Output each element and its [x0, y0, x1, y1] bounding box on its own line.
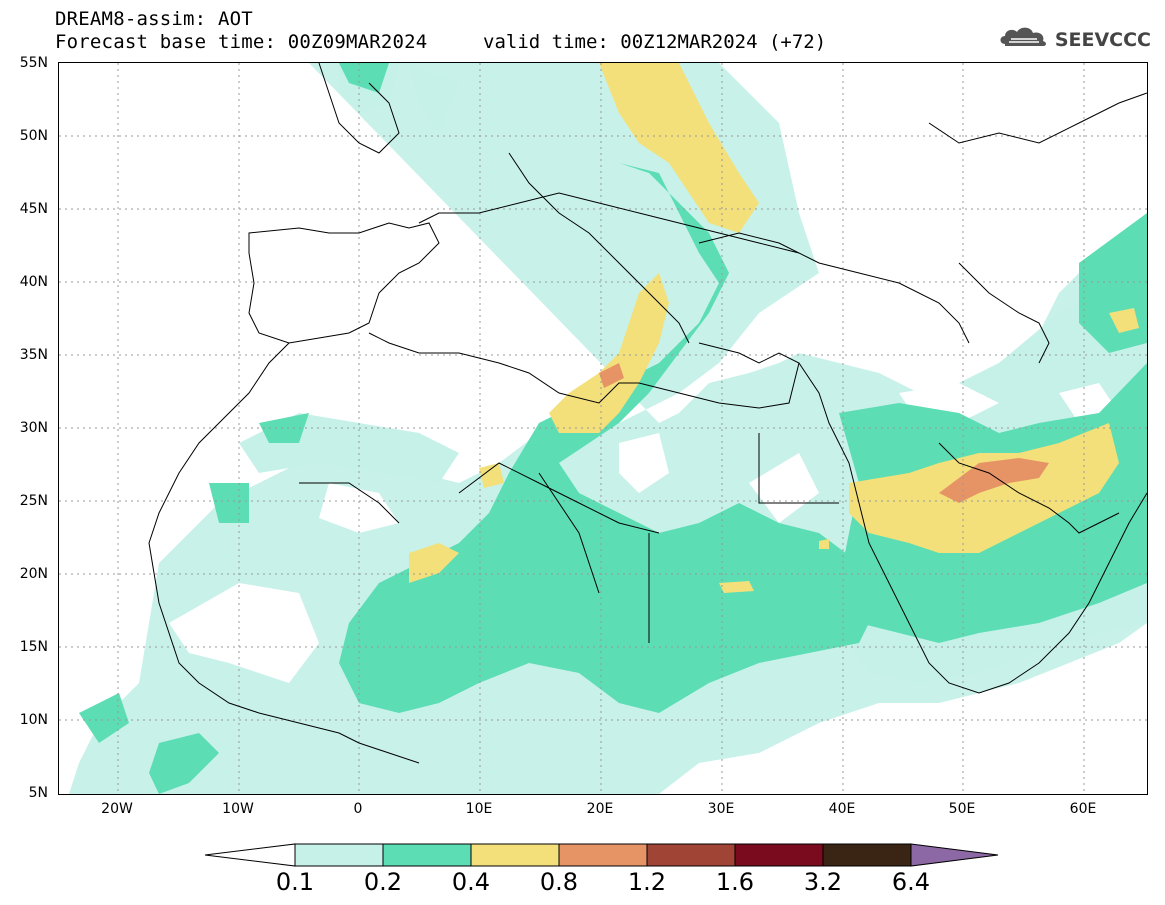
- colorbar-swatch: [382, 843, 472, 867]
- colorbar-swatch: [294, 843, 384, 867]
- colorbar-label: 3.2: [803, 868, 843, 896]
- colorbar-label: 0.8: [539, 868, 579, 896]
- colorbar-label: 6.4: [891, 868, 931, 896]
- lat-label: 40N: [19, 274, 48, 290]
- forecast-base-time: Forecast base time: 00Z09MAR2024: [55, 31, 428, 53]
- seevccc-logo: SEEVCCC: [997, 24, 1151, 55]
- lat-label: 10N: [19, 712, 48, 728]
- colorbar-swatch: [470, 843, 560, 867]
- graticule: [59, 63, 1147, 794]
- lon-label: 10E: [465, 801, 493, 817]
- lon-label: 0: [353, 801, 363, 817]
- lat-label: 15N: [19, 639, 48, 655]
- lat-label: 20N: [19, 566, 48, 582]
- lat-label: 55N: [19, 55, 48, 71]
- colorbar-swatch: [734, 843, 824, 867]
- logo-text: SEEVCCC: [1054, 28, 1151, 51]
- aot-map: [59, 63, 1147, 794]
- lon-label: 10W: [222, 801, 254, 817]
- map-title: DREAM8-assim: AOT: [55, 8, 253, 30]
- lon-label: 20E: [586, 801, 614, 817]
- colorbar-high-arrow: [910, 843, 999, 867]
- lon-label: 50E: [948, 801, 976, 817]
- lon-label: 60E: [1069, 801, 1097, 817]
- valid-time: valid time: 00Z12MAR2024 (+72): [483, 31, 827, 53]
- colorbar-label: 0.4: [451, 868, 491, 896]
- colorbar-swatch: [558, 843, 648, 867]
- lat-label: 30N: [19, 420, 48, 436]
- cloud-icon: [997, 24, 1051, 55]
- lat-label: 5N: [28, 785, 48, 801]
- lon-label: 20W: [101, 801, 133, 817]
- map-panel: [58, 62, 1148, 795]
- aot-colorbar: [205, 843, 999, 867]
- colorbar-labels: 0.1 0.2 0.4 0.8 1.2 1.6 3.2 6.4: [0, 868, 1165, 898]
- colorbar-swatch: [822, 843, 912, 867]
- colorbar-label: 0.2: [363, 868, 403, 896]
- lon-label: 40E: [828, 801, 856, 817]
- lat-label: 50N: [19, 128, 48, 144]
- colorbar-label: 0.1: [275, 868, 315, 896]
- colorbar-label: 1.6: [715, 868, 755, 896]
- lat-label: 25N: [19, 493, 48, 509]
- lat-label: 45N: [19, 201, 48, 217]
- coastlines: [148, 63, 1147, 764]
- lat-label: 35N: [19, 347, 48, 363]
- colorbar-label: 1.2: [627, 868, 667, 896]
- lon-label: 30E: [707, 801, 735, 817]
- aot-contour-0-8: [599, 363, 1049, 503]
- colorbar-swatch: [646, 843, 736, 867]
- colorbar-low-arrow: [205, 843, 296, 867]
